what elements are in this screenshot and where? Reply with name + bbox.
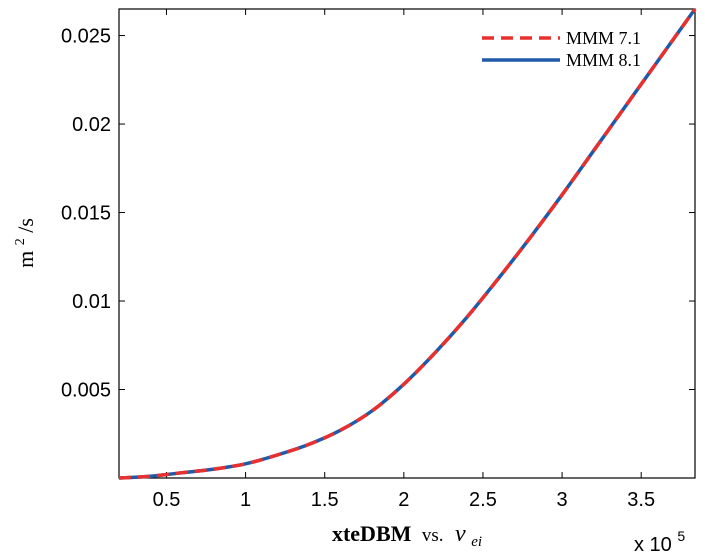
x-tick-label: 2.5 <box>469 489 497 511</box>
y-tick-label: 0.025 <box>61 26 111 48</box>
legend-label-series-2: MMM 8.1 <box>566 50 641 70</box>
y-axis-title-unit: m <box>13 251 38 268</box>
x-axis-multiplier: x 10 5 <box>634 528 685 553</box>
x-axis-multiplier-exponent: 5 <box>677 528 685 544</box>
series-line-2 <box>118 7 697 480</box>
x-tick-label: 3.5 <box>627 489 655 511</box>
x-axis-title-main: xteDBM <box>332 521 412 546</box>
axis-ticks <box>119 9 695 478</box>
y-axis-title-exponent: 2 <box>13 238 28 245</box>
x-axis-title-subscript: ei <box>471 534 482 550</box>
y-tick-label: 0.005 <box>61 380 111 402</box>
x-tick-label: 3 <box>557 489 568 511</box>
series-layer <box>118 7 697 480</box>
y-axis-title-rest: /s <box>13 218 38 233</box>
y-axis-title: m 2 /s <box>4 218 38 268</box>
tick-labels: 0.5 1 1.5 2 2.5 3 3.5 0.005 0.01 0.015 0.02 0.025 <box>61 26 655 511</box>
x-axis-title-symbol: ν <box>455 521 466 547</box>
legend-label-series-1: MMM 7.1 <box>566 28 641 48</box>
legend: MMM 7.1 MMM 8.1 <box>482 28 641 70</box>
series-line-1 <box>118 7 697 480</box>
plot-area-frame <box>118 8 696 479</box>
x-axis-title-vs: vs. <box>422 525 444 546</box>
x-axis-title: xteDBM vs. ν ei <box>332 521 482 550</box>
y-tick-label: 0.01 <box>72 291 111 313</box>
x-axis-multiplier-base: x 10 <box>634 534 672 553</box>
x-tick-label: 0.5 <box>153 489 181 511</box>
x-tick-label: 1 <box>240 489 251 511</box>
y-tick-label: 0.015 <box>61 203 111 225</box>
x-tick-label: 1.5 <box>311 489 339 511</box>
y-tick-label: 0.02 <box>72 114 111 136</box>
x-tick-label: 2 <box>398 489 409 511</box>
